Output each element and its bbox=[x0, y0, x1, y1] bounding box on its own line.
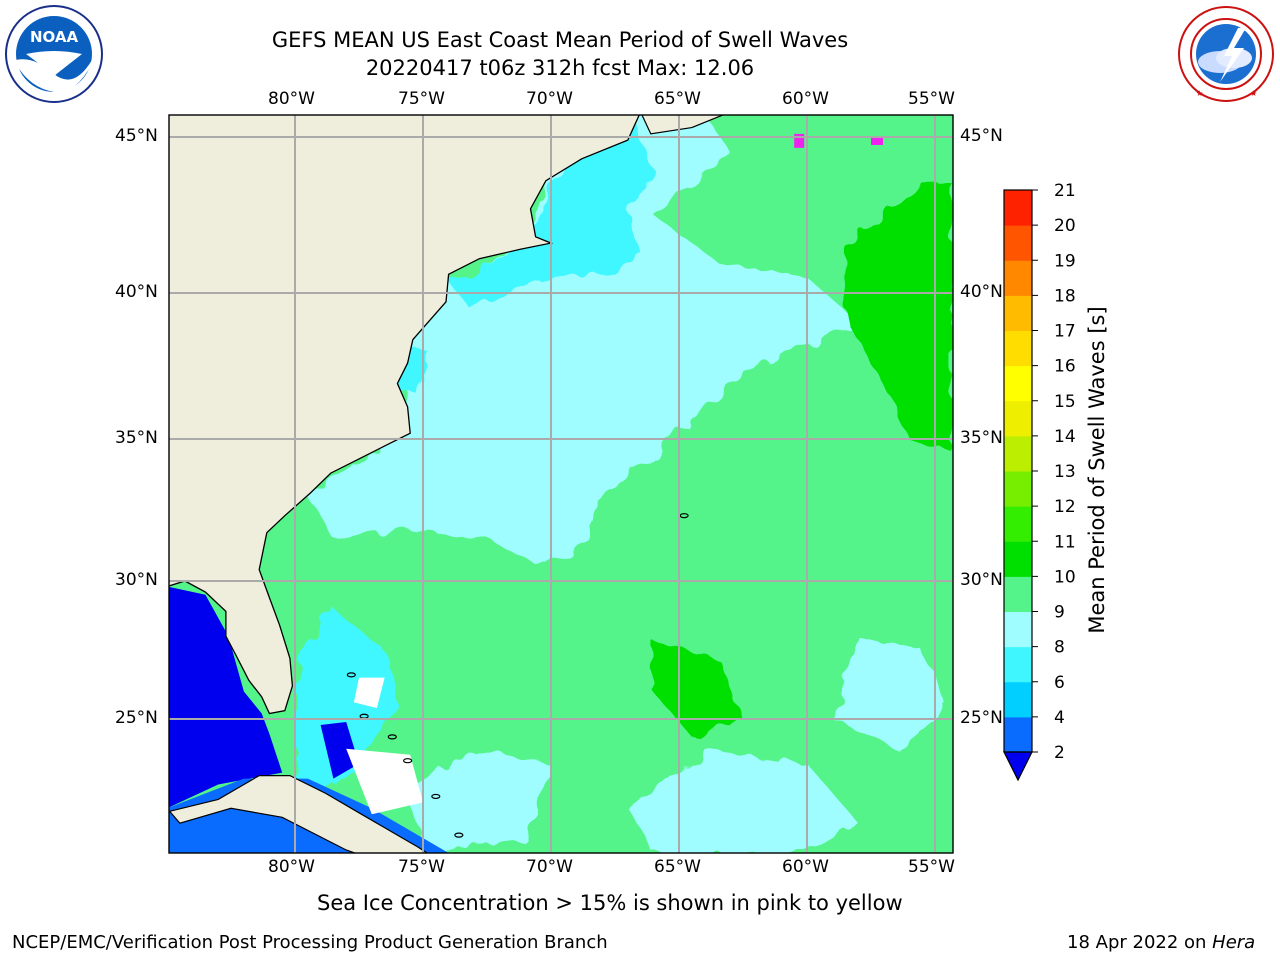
colorbar-tick-label: 10 bbox=[1054, 567, 1076, 587]
lat-label-left: 30°N bbox=[115, 570, 158, 590]
noaa-logo-text: NOAA bbox=[30, 28, 79, 46]
map-frame bbox=[168, 114, 954, 854]
date-stamp: 18 Apr 2022 on Hera bbox=[1067, 932, 1255, 953]
colorbar-tick-label: 8 bbox=[1054, 638, 1065, 658]
colorbar-segment bbox=[1004, 190, 1032, 226]
lat-label-left: 40°N bbox=[115, 282, 158, 302]
colorbar-segment bbox=[1004, 681, 1032, 718]
lat-label-right: 25°N bbox=[960, 708, 1003, 728]
lon-label-bottom: 55°W bbox=[908, 857, 955, 877]
chart-title: GEFS MEAN US East Coast Mean Period of S… bbox=[271, 28, 849, 52]
bahamas-mask bbox=[346, 748, 423, 815]
colorbar-tick-label: 17 bbox=[1054, 322, 1076, 342]
colorbar-segment bbox=[1004, 716, 1032, 753]
island-outline bbox=[387, 734, 397, 740]
colorbar-segment bbox=[1004, 435, 1032, 472]
sea-ice-speck bbox=[794, 133, 805, 148]
colorbar-tick-label: 20 bbox=[1054, 216, 1076, 236]
lon-label-top: 70°W bbox=[526, 89, 573, 109]
light-cyan-patch-south bbox=[627, 748, 859, 853]
sea-ice-note: Sea Ice Concentration > 15% is shown in … bbox=[317, 891, 903, 915]
lon-label-bottom: 60°W bbox=[782, 857, 829, 877]
colorbar-segment bbox=[1004, 295, 1032, 332]
lon-label-bottom: 80°W bbox=[268, 857, 315, 877]
cuba-land bbox=[169, 774, 429, 853]
credit-text: NCEP/EMC/Verification Post Processing Pr… bbox=[12, 932, 608, 953]
svg-text:★: ★ bbox=[1250, 89, 1257, 98]
colorbar-tick-label: 9 bbox=[1054, 603, 1065, 623]
island-outline bbox=[431, 793, 441, 800]
island-outline bbox=[454, 832, 464, 838]
colorbar-segment bbox=[1004, 225, 1032, 261]
lon-label-top: 60°W bbox=[782, 89, 829, 109]
noaa-logo: NOAA bbox=[4, 4, 104, 104]
lon-label-top: 80°W bbox=[268, 89, 315, 109]
light-cyan-band bbox=[307, 115, 859, 567]
bahamas-mask bbox=[353, 677, 385, 708]
field-contours bbox=[295, 115, 953, 853]
colorbar-segment bbox=[1004, 646, 1032, 683]
bright-green-patch bbox=[653, 641, 743, 737]
lat-label-right: 35°N bbox=[960, 428, 1003, 448]
colorbar-tick-label: 11 bbox=[1054, 532, 1076, 552]
colorbar-segment bbox=[1004, 576, 1032, 613]
island-outline bbox=[403, 758, 413, 764]
colorbar-tick-label: 13 bbox=[1054, 462, 1076, 482]
colorbar-under-triangle bbox=[1003, 751, 1033, 782]
colorbar-segment bbox=[1004, 541, 1032, 577]
colorbar-tick-label: 4 bbox=[1054, 708, 1065, 728]
lon-label-bottom: 65°W bbox=[654, 857, 701, 877]
chart-subtitle: 20220417 t06z 312h fcst Max: 12.06 bbox=[365, 56, 755, 80]
lat-label-right: 40°N bbox=[960, 282, 1003, 302]
lat-label-right: 45°N bbox=[960, 126, 1003, 146]
sea-ice-speck bbox=[871, 137, 883, 145]
colorbar-segment bbox=[1004, 611, 1032, 648]
light-cyan-patch-bahamas bbox=[410, 748, 551, 853]
date-text: 18 Apr 2022 on bbox=[1067, 932, 1213, 953]
colorbar-segment bbox=[1004, 471, 1032, 507]
colorbar-segment bbox=[1004, 330, 1032, 367]
lon-label-top: 65°W bbox=[654, 89, 701, 109]
deep-blue-gulf bbox=[169, 586, 283, 808]
colorbar-segment bbox=[1004, 400, 1032, 437]
colorbar-segment bbox=[1004, 260, 1032, 296]
colorbar-tick-label: 16 bbox=[1054, 357, 1076, 377]
island-outline bbox=[346, 672, 356, 678]
svg-text:★: ★ bbox=[1196, 89, 1203, 98]
light-cyan-patch-east bbox=[832, 636, 948, 749]
colorbar-segment bbox=[1004, 365, 1032, 402]
colorbar-tick-label: 15 bbox=[1054, 392, 1076, 412]
nws-logo: ★ ★ bbox=[1176, 4, 1276, 104]
lat-label-right: 30°N bbox=[960, 570, 1003, 590]
lat-label-left: 45°N bbox=[115, 126, 158, 146]
lat-label-left: 35°N bbox=[115, 428, 158, 448]
colorbar-tick-label: 18 bbox=[1054, 286, 1076, 306]
colorbar-tick-label: 19 bbox=[1054, 251, 1076, 271]
lon-label-top: 75°W bbox=[398, 89, 445, 109]
us-east-coast-land bbox=[169, 115, 640, 715]
machine-name: Hera bbox=[1212, 932, 1256, 953]
colorbar-segment bbox=[1004, 506, 1032, 542]
cyan-patch-florida-straits bbox=[295, 608, 398, 794]
colorbar-tick-label: 2 bbox=[1054, 743, 1065, 763]
colorbar-label: Mean Period of Swell Waves [s] bbox=[1085, 306, 1109, 634]
colorbar-tick-label: 14 bbox=[1054, 427, 1076, 447]
lat-label-left: 25°N bbox=[115, 708, 158, 728]
colorbar-tick-label: 21 bbox=[1054, 181, 1076, 201]
deep-blue-bahama-bank bbox=[320, 722, 359, 779]
lon-label-top: 55°W bbox=[908, 89, 955, 109]
lon-label-bottom: 75°W bbox=[398, 857, 445, 877]
lon-label-bottom: 70°W bbox=[526, 857, 573, 877]
colorbar-tick-label: 12 bbox=[1054, 497, 1076, 517]
bright-green-northeast bbox=[845, 183, 953, 454]
nova-scotia-land bbox=[641, 115, 725, 135]
island-outline bbox=[679, 513, 689, 519]
colorbar-tick-label: 6 bbox=[1054, 673, 1065, 693]
